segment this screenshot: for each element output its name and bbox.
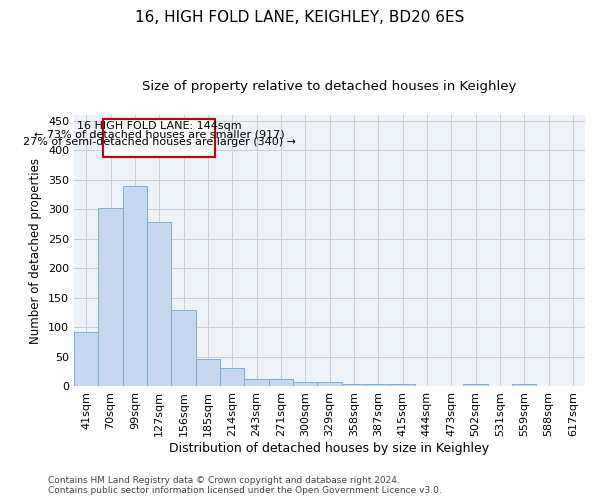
X-axis label: Distribution of detached houses by size in Keighley: Distribution of detached houses by size … xyxy=(169,442,490,455)
Bar xyxy=(122,186,147,386)
Bar xyxy=(463,384,488,386)
Bar xyxy=(172,310,196,386)
Text: 27% of semi-detached houses are larger (340) →: 27% of semi-detached houses are larger (… xyxy=(23,138,296,147)
Text: 16, HIGH FOLD LANE, KEIGHLEY, BD20 6ES: 16, HIGH FOLD LANE, KEIGHLEY, BD20 6ES xyxy=(136,10,464,25)
Text: Contains HM Land Registry data © Crown copyright and database right 2024.
Contai: Contains HM Land Registry data © Crown c… xyxy=(48,476,442,495)
FancyBboxPatch shape xyxy=(103,119,215,158)
Bar xyxy=(147,222,172,386)
Text: 16 HIGH FOLD LANE: 144sqm: 16 HIGH FOLD LANE: 144sqm xyxy=(77,122,241,132)
Title: Size of property relative to detached houses in Keighley: Size of property relative to detached ho… xyxy=(142,80,517,93)
Bar xyxy=(244,379,269,386)
Bar xyxy=(269,379,293,386)
Y-axis label: Number of detached properties: Number of detached properties xyxy=(29,158,43,344)
Bar xyxy=(391,384,415,386)
Bar xyxy=(317,382,341,386)
Bar xyxy=(341,384,366,386)
Bar xyxy=(366,384,391,386)
Bar xyxy=(293,382,317,386)
Text: ← 73% of detached houses are smaller (917): ← 73% of detached houses are smaller (91… xyxy=(34,130,284,140)
Bar xyxy=(74,332,98,386)
Bar xyxy=(98,208,122,386)
Bar xyxy=(512,384,536,386)
Bar xyxy=(196,358,220,386)
Bar xyxy=(220,368,244,386)
